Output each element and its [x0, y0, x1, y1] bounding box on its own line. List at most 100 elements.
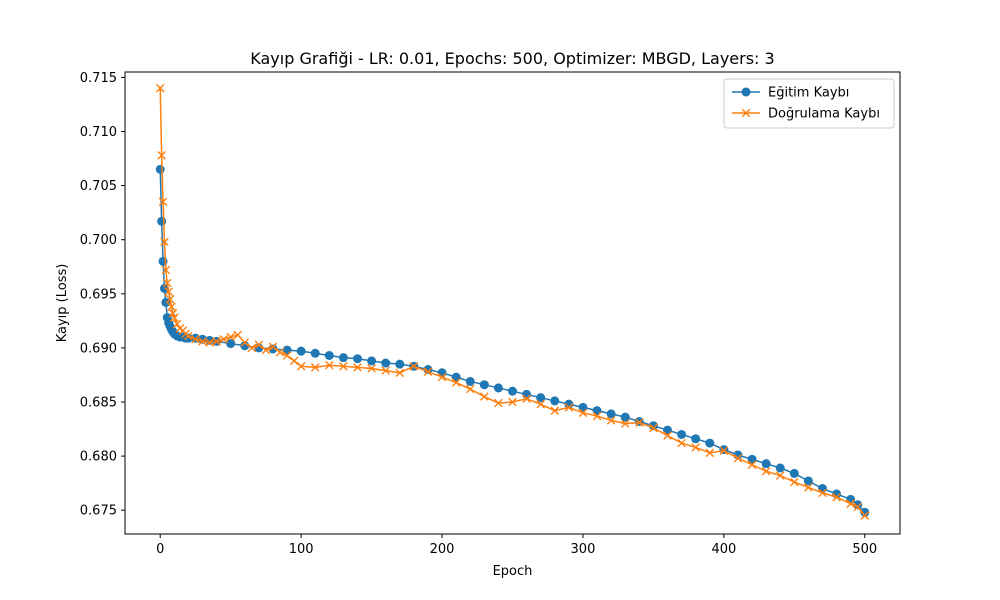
data-point [226, 332, 235, 342]
data-point [247, 343, 257, 353]
legend-marker [741, 108, 751, 118]
y-tick-label: 0.685 [80, 396, 117, 411]
data-point [367, 356, 377, 366]
axis-ticks: 0 100 200 300 400 500 0.675 0.680 0.685 0.690 0.69… [80, 71, 877, 557]
data-point [339, 362, 348, 371]
data-point [508, 397, 517, 407]
data-point [261, 345, 271, 355]
x-tick-label: 0 [156, 542, 164, 557]
data-point [367, 364, 376, 373]
data-point [338, 353, 348, 363]
legend-label: Eğitim Kaybı [768, 86, 849, 101]
data-point [219, 334, 228, 344]
data-point [157, 216, 167, 226]
data-point [268, 342, 278, 352]
data-point [853, 500, 863, 510]
x-axis-label: Epoch [493, 564, 533, 579]
data-point [550, 396, 560, 406]
y-tick-label: 0.680 [80, 450, 117, 465]
data-point [240, 338, 250, 347]
plot-frame [124, 71, 901, 535]
data-point [353, 363, 362, 372]
data-point [620, 412, 630, 422]
legend-marker [741, 87, 751, 97]
x-tick-label: 100 [289, 542, 314, 557]
data-point [212, 337, 221, 346]
y-tick-label: 0.710 [80, 125, 117, 140]
data-point [691, 443, 700, 452]
data-point [325, 360, 334, 370]
y-tick-label: 0.690 [80, 341, 117, 356]
data-point [164, 287, 173, 296]
data-point [480, 392, 489, 401]
data-point [162, 278, 172, 288]
data-point [705, 438, 715, 448]
data-point [381, 366, 390, 375]
data-point [691, 434, 701, 444]
data-point [677, 438, 686, 448]
data-point [167, 302, 176, 312]
data-point [846, 499, 855, 508]
data-point [832, 492, 841, 502]
data-point [324, 350, 334, 360]
data-point [789, 468, 799, 478]
x-tick-label: 500 [852, 542, 877, 557]
data-point [296, 346, 306, 356]
data-point [423, 367, 433, 376]
data-point [860, 511, 870, 520]
data-point [663, 431, 672, 440]
data-point [536, 393, 546, 403]
y-tick-label: 0.715 [80, 71, 117, 86]
legend-label: Doğrulama Kaybı [768, 107, 880, 122]
data-point [818, 488, 827, 498]
data-point [761, 466, 771, 476]
data-point [170, 313, 179, 322]
data-point [494, 398, 503, 408]
data-point [198, 337, 207, 346]
data-point [649, 423, 658, 433]
data-point [522, 394, 531, 404]
data-point [606, 416, 616, 425]
y-tick-label: 0.695 [80, 287, 117, 302]
y-tick-label: 0.675 [80, 504, 117, 519]
legend: Eğitim Kaybı Doğrulama Kaybı [723, 78, 895, 129]
data-point [165, 294, 175, 304]
data-point [275, 347, 285, 357]
y-tick-label: 0.700 [80, 233, 117, 248]
data-point [289, 356, 299, 366]
data-point [550, 406, 560, 415]
x-tick-label: 400 [711, 542, 736, 557]
data-point [296, 362, 306, 371]
data-point [381, 358, 391, 368]
data-point [395, 368, 405, 378]
data-point [705, 448, 715, 458]
data-point [761, 459, 771, 469]
data-point [606, 409, 616, 419]
data-point [395, 359, 405, 369]
data-point [803, 476, 813, 486]
data-point [733, 453, 743, 463]
data-point [522, 389, 532, 399]
data-point [465, 384, 475, 394]
y-axis-label: Kayıp (Loss) [55, 264, 70, 343]
data-point [860, 507, 870, 517]
data-point [804, 483, 813, 492]
data-point [160, 237, 169, 247]
data-point [790, 477, 799, 487]
data-point [409, 362, 419, 371]
data-point [677, 429, 687, 439]
data-point [853, 502, 863, 512]
data-point [183, 333, 193, 343]
y-tick-label: 0.705 [80, 179, 117, 194]
data-point [508, 386, 517, 396]
data-point [620, 419, 630, 428]
data-point [564, 403, 574, 412]
data-point [479, 380, 489, 390]
data-point [161, 265, 171, 275]
data-point [437, 372, 447, 382]
plot-area [155, 83, 870, 520]
data-point [254, 340, 264, 349]
chart-title: Kayıp Grafiği - LR: 0.01, Epochs: 500, O… [250, 49, 774, 68]
data-point [775, 463, 785, 473]
